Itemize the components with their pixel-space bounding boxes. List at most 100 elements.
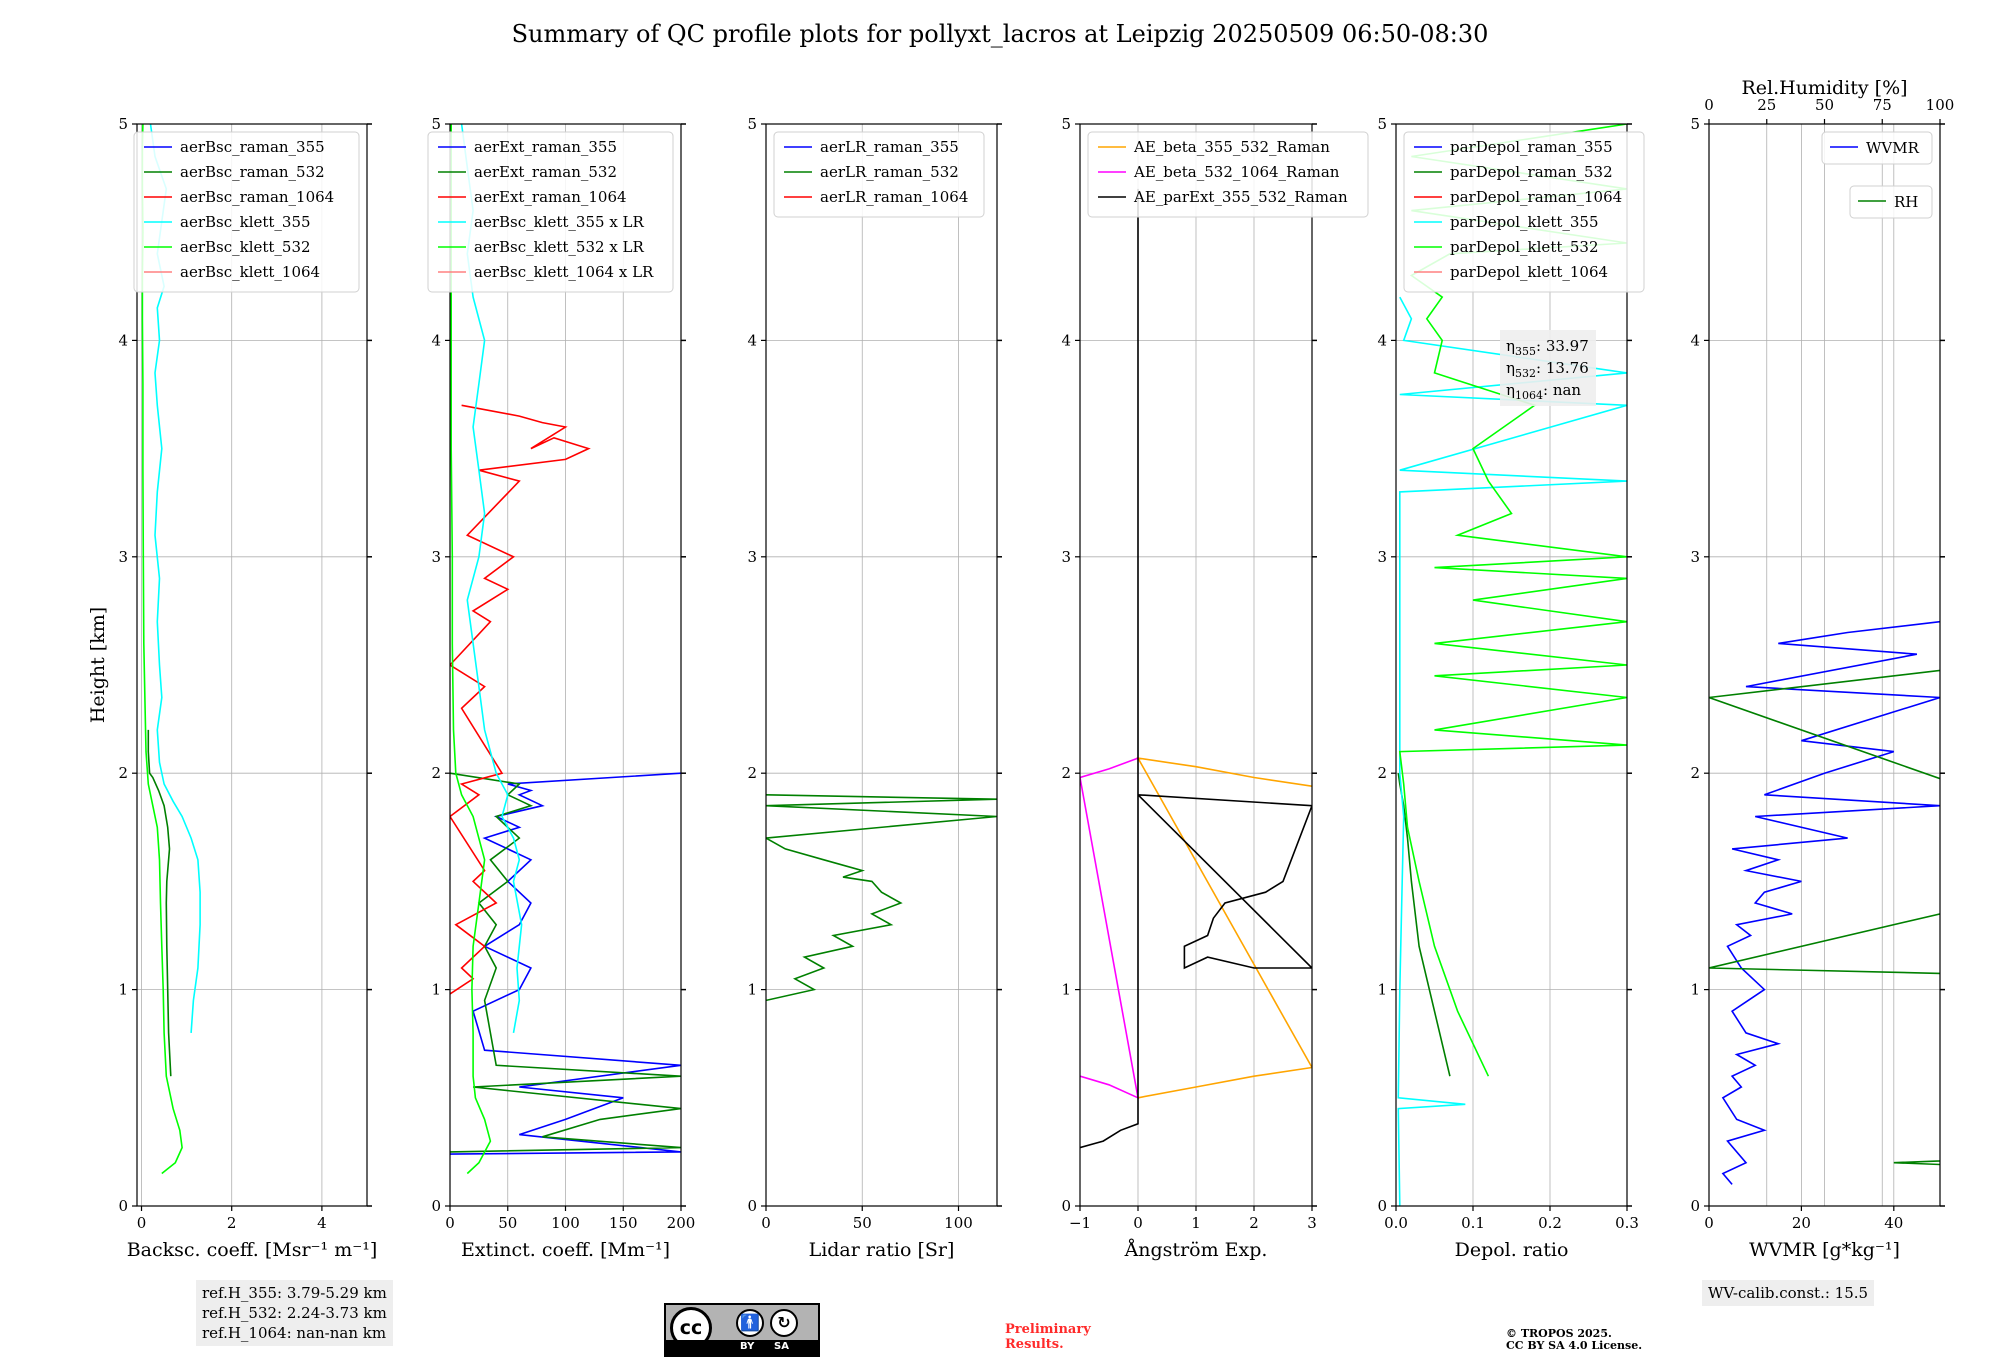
legend-frame xyxy=(427,131,674,293)
x-tick-label: 20 xyxy=(1792,1214,1811,1232)
legend-entry: AE_beta_355_532_Raman xyxy=(1133,138,1330,156)
y-tick-label: 0 xyxy=(1690,1197,1700,1215)
x-tick-label: 100 xyxy=(551,1214,580,1232)
series-line-aerBsc_klett_532 x LR xyxy=(450,124,492,1175)
y-tick-label: 4 xyxy=(1690,331,1700,349)
y-tick-label: 5 xyxy=(1690,115,1700,133)
y-tick-label: 3 xyxy=(431,548,441,566)
y-tick-label: 3 xyxy=(1690,548,1700,566)
y-tick-label: 4 xyxy=(747,331,757,349)
preliminary-line-2: Results. xyxy=(1005,1337,1064,1352)
y-axis-label: Height [km] xyxy=(87,607,109,723)
legend-entry: aerBsc_klett_355 xyxy=(180,213,311,231)
x-tick-label: 2 xyxy=(1249,1214,1259,1232)
y-tick-label: 0 xyxy=(747,1197,757,1215)
by-person-icon: 🚹 xyxy=(736,1309,764,1337)
series-line-AE_beta_355_532_Raman xyxy=(1136,757,1312,1099)
preliminary-line-1: Preliminary xyxy=(1005,1322,1091,1337)
legend-entry: aerBsc_raman_1064 xyxy=(180,188,334,206)
x-tick-label: 100 xyxy=(944,1214,973,1232)
eta-subscript: 532 xyxy=(1515,367,1536,380)
legend-entry: WVMR xyxy=(1866,139,1920,157)
x-tick-label: 2 xyxy=(227,1214,237,1232)
x-tick-label: 0.1 xyxy=(1461,1214,1485,1232)
series-line-aerBsc_klett_355 x LR xyxy=(460,124,523,1034)
preliminary-note: Preliminary Results. xyxy=(1005,1322,1091,1352)
legend-entry: aerLR_raman_1064 xyxy=(820,188,968,206)
legend-entry: RH xyxy=(1894,193,1918,211)
y-tick-label: 4 xyxy=(118,331,128,349)
eta-label: η532: 13.76 xyxy=(1506,359,1589,380)
x-tick-label: 1 xyxy=(1191,1214,1201,1232)
x-tick-label: 200 xyxy=(667,1214,696,1232)
subplot-5: 0 1 2 3 4 5 0.0 0.1 0.2 0.3 Depol. ratio parDepol_r… xyxy=(1377,115,1645,1261)
legend-entry: parDepol_klett_532 xyxy=(1450,238,1599,256)
y-tick-label: 2 xyxy=(118,764,128,782)
x2-tick-label: 25 xyxy=(1757,96,1776,114)
legend-entry: parDepol_raman_1064 xyxy=(1450,188,1622,206)
x-tick-label: 0.0 xyxy=(1384,1214,1408,1232)
ref-height-box: ref.H_355: 3.79-5.29 km ref.H_532: 2.24-… xyxy=(196,1280,393,1346)
figure-title: Summary of QC profile plots for pollyxt_… xyxy=(511,20,1489,48)
legend-entry: aerBsc_klett_532 xyxy=(180,238,311,256)
y-tick-label: 2 xyxy=(1061,764,1071,782)
legend-entry: parDepol_raman_355 xyxy=(1450,138,1613,156)
copyright-line-1: © TROPOS 2025. xyxy=(1506,1327,1612,1340)
eta-value: : 33.97 xyxy=(1536,337,1589,355)
wv-calib-box: WV-calib.const.: 15.5 xyxy=(1702,1280,1875,1306)
x2-tick-label: 50 xyxy=(1815,96,1834,114)
x-axis-label: Extinct. coeff. [Mm⁻¹] xyxy=(461,1239,670,1261)
eta-label: η355: 33.97 xyxy=(1506,337,1589,358)
legend-entry: aerLR_raman_355 xyxy=(820,138,959,156)
series-line-aerLR_raman_532 xyxy=(766,794,997,1002)
x-tick-label: 0 xyxy=(137,1214,147,1232)
sa-share-icon: ↻ xyxy=(770,1309,798,1337)
x-tick-label: 40 xyxy=(1884,1214,1903,1232)
series-line-aerExt_raman_1064 xyxy=(450,404,591,995)
series-group xyxy=(450,124,681,1175)
y-tick-label: 0 xyxy=(1377,1197,1387,1215)
eta-value: : 13.76 xyxy=(1536,359,1589,377)
axes-frame xyxy=(136,123,368,1207)
legend-frame xyxy=(1087,131,1369,218)
legend-entry: parDepol_klett_1064 xyxy=(1450,263,1608,281)
x-axis-label: WVMR [g*kg⁻¹] xyxy=(1749,1239,1900,1261)
eta-symbol: η xyxy=(1506,337,1515,355)
legend-entry: parDepol_raman_532 xyxy=(1450,163,1613,181)
y-tick-label: 2 xyxy=(431,764,441,782)
x-tick-label: 150 xyxy=(609,1214,638,1232)
legend-entry: AE_beta_532_1064_Raman xyxy=(1133,163,1340,181)
axes-frame xyxy=(765,123,998,1207)
eta-symbol: η xyxy=(1506,381,1515,399)
y-tick-label: 3 xyxy=(118,548,128,566)
eta-value: : nan xyxy=(1543,381,1581,399)
y-tick-label: 0 xyxy=(118,1197,128,1215)
x-tick-label: 0.3 xyxy=(1615,1214,1639,1232)
legend: parDepol_raman_355 parDepol_raman_532 parD… xyxy=(1403,131,1645,293)
y-tick-label: 3 xyxy=(747,548,757,566)
legend: aerBsc_raman_355 aerBsc_raman_532 aerBsc_r… xyxy=(133,131,360,293)
ref-height-355: ref.H_355: 3.79-5.29 km xyxy=(202,1284,387,1302)
y-tick-label: 1 xyxy=(1061,981,1071,999)
series-group xyxy=(1080,188,1312,1149)
x-axis-label: Backsc. coeff. [Msr⁻¹ m⁻¹] xyxy=(127,1239,378,1261)
x2-tick-label: 100 xyxy=(1926,96,1955,114)
x2-axis-label: Rel.Humidity [%] xyxy=(1741,77,1907,99)
legend-frame xyxy=(1849,185,1933,219)
axes-frame xyxy=(1395,123,1628,1207)
legend-entry: AE_parExt_355_532_Raman xyxy=(1133,188,1348,206)
y-tick-label: 1 xyxy=(431,981,441,999)
x-axis-label: Lidar ratio [Sr] xyxy=(809,1239,955,1261)
y-tick-label: 2 xyxy=(1377,764,1387,782)
x2-tick-label: 0 xyxy=(1704,96,1714,114)
y-tick-label: 1 xyxy=(1377,981,1387,999)
legend-entry: parDepol_klett_355 xyxy=(1450,213,1599,231)
cc-license-badge: cc 🚹 ↻ BY SA xyxy=(664,1303,820,1357)
y-tick-label: 5 xyxy=(747,115,757,133)
